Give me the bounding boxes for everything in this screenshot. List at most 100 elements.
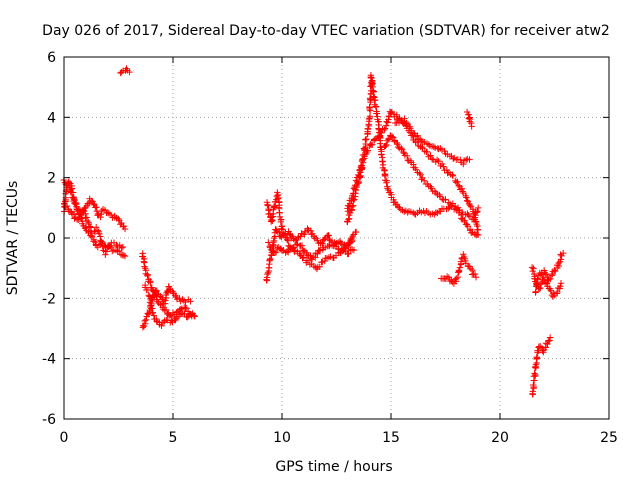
data-point [393, 111, 400, 119]
data-point [149, 309, 157, 317]
axis-ticks: 0 5 10 15 20 25 -6 -4 -2 0 2 4 6 [42, 50, 618, 446]
data-point [364, 125, 372, 132]
data-point [534, 276, 541, 283]
data-point [471, 230, 478, 238]
y-tick-label: -2 [42, 291, 56, 307]
x-tick-label: 0 [60, 430, 69, 446]
data-point [345, 240, 353, 247]
data-point [173, 309, 180, 316]
data-point [126, 68, 133, 76]
data-point [455, 267, 463, 274]
data-point [97, 237, 104, 244]
data-point [398, 116, 406, 124]
data-point [466, 156, 473, 163]
data-point [459, 188, 466, 195]
data-point [278, 225, 285, 232]
data-point [442, 196, 449, 203]
data-point [425, 141, 433, 148]
data-point [346, 239, 353, 246]
data-point [435, 158, 442, 165]
data-point [539, 347, 546, 354]
data-point [529, 267, 536, 275]
data-point [383, 179, 390, 186]
data-point [462, 192, 469, 200]
data-point [312, 249, 320, 257]
data-point [404, 156, 411, 164]
data-point [352, 228, 360, 236]
data-point [373, 110, 380, 117]
data-point [345, 250, 352, 258]
data-point [78, 212, 85, 219]
data-point [416, 170, 423, 177]
data-point [553, 288, 561, 296]
data-point [95, 230, 103, 237]
data-point [144, 286, 152, 294]
data-point [384, 185, 391, 192]
data-point [364, 148, 371, 156]
data-point [324, 231, 332, 239]
data-point [270, 203, 278, 210]
data-point [92, 224, 100, 231]
data-point [118, 69, 125, 76]
data-point [418, 137, 425, 145]
data-point [475, 204, 482, 212]
data-point [347, 235, 354, 243]
data-point [270, 248, 277, 255]
data-point [460, 251, 467, 258]
data-point [75, 206, 82, 213]
data-point [352, 182, 359, 189]
data-point [449, 172, 457, 180]
data-point [400, 148, 407, 156]
data-point [75, 216, 82, 223]
data-point [355, 171, 362, 179]
data-point [403, 152, 411, 160]
data-point [552, 267, 559, 275]
data-point [472, 218, 480, 225]
data-point [150, 312, 158, 319]
data-point [548, 272, 555, 279]
y-tick-label: -4 [42, 352, 56, 368]
data-point [460, 160, 467, 168]
data-point [342, 245, 349, 253]
data-point [147, 279, 154, 286]
data-point [428, 155, 436, 163]
data-point [180, 297, 188, 304]
data-point [444, 169, 451, 177]
data-point [146, 299, 154, 306]
data-point [384, 119, 391, 126]
data-point [465, 115, 473, 122]
data-point [421, 139, 428, 146]
data-point [428, 184, 435, 192]
y-tick-label: 0 [47, 231, 56, 247]
data-point [370, 93, 377, 100]
data-point [115, 215, 122, 223]
x-tick-label: 15 [382, 430, 400, 446]
data-point [453, 275, 460, 282]
data-point [411, 210, 419, 218]
data-point [266, 256, 274, 263]
data-point [532, 371, 539, 379]
data-point [378, 129, 385, 137]
data-point [345, 216, 352, 223]
data-point [363, 135, 370, 143]
data-point [395, 143, 402, 151]
data-point [290, 235, 297, 243]
data-point [107, 211, 115, 219]
data-point [120, 222, 127, 230]
grid-lines [64, 57, 609, 419]
data-point [427, 183, 434, 190]
data-point [118, 244, 125, 252]
data-point [298, 230, 305, 237]
data-point [546, 334, 554, 341]
data-point [265, 239, 272, 246]
data-point [178, 310, 185, 317]
data-point [352, 177, 360, 184]
data-point [471, 270, 479, 278]
data-point [176, 295, 183, 302]
data-point [558, 252, 565, 260]
data-point [264, 270, 271, 278]
data-point [454, 178, 461, 185]
data-point [109, 247, 116, 255]
data-point [153, 317, 160, 325]
data-point [106, 242, 114, 249]
